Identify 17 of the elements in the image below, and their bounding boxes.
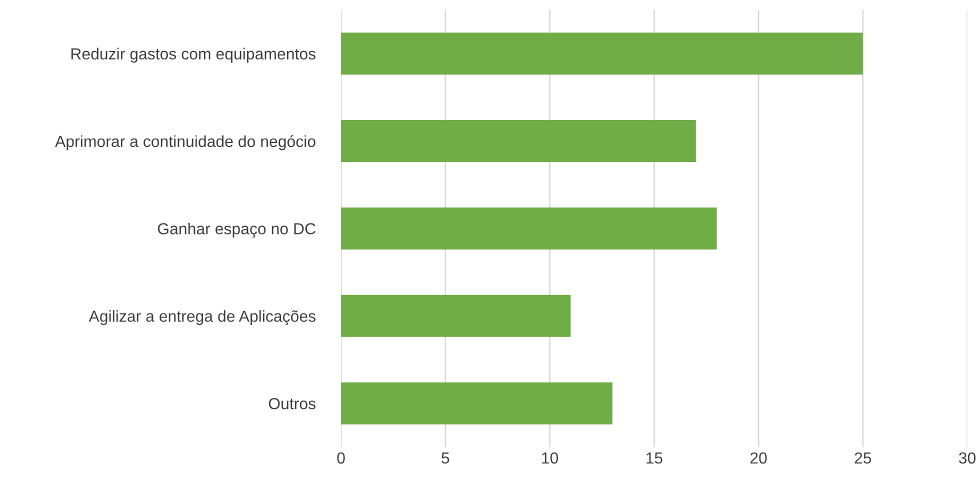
x-tick-label: 25 [854, 452, 872, 464]
x-tick-label: 30 [958, 452, 976, 464]
bar [341, 32, 863, 75]
y-tick-label: Agilizar a entrega de Aplicações [88, 310, 316, 326]
y-tick-label: Reduzir gastos com equipamentos [71, 48, 316, 63]
y-tick-label: Aprimorar a continuidade do negócio [55, 135, 316, 150]
x-tick-label: 5 [442, 452, 450, 464]
x-tick-label: 20 [750, 452, 767, 464]
x-tick-label: 10 [542, 452, 558, 464]
x-tick-label: 15 [646, 452, 662, 464]
bar [341, 382, 612, 424]
bar [341, 207, 717, 250]
bar [341, 120, 696, 162]
y-tick-label: Outros [268, 398, 316, 410]
x-tick-label: 0 [337, 452, 345, 464]
bar [341, 294, 571, 337]
y-tick-label: Ganhar espaço no DC [158, 222, 316, 238]
